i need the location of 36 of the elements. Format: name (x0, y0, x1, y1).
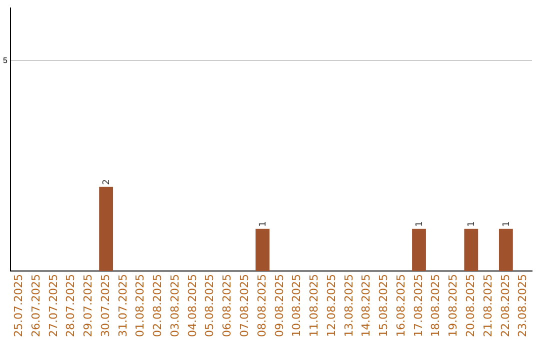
x-tick-label: 25.07.2025 (12, 274, 25, 338)
x-tick-label: 29.07.2025 (82, 274, 95, 338)
x-tick-label: 19.08.2025 (446, 274, 460, 338)
x-tick-label: 11.08.2025 (308, 274, 321, 338)
x-tick-label: 13.08.2025 (342, 274, 356, 338)
data-label: 1 (258, 221, 269, 227)
x-tick-label: 12.08.2025 (324, 274, 338, 338)
x-tick-label: 27.07.2025 (46, 274, 60, 338)
x-tick-label: 28.07.2025 (64, 274, 78, 338)
x-tick-label: 10.08.2025 (290, 274, 304, 338)
x-tick-label: 06.08.2025 (220, 274, 234, 338)
x-tick-label: 23.08.2025 (516, 274, 530, 338)
x-tick-label: 30.07.2025 (98, 274, 112, 338)
x-tick-label: 22.08.2025 (498, 274, 512, 338)
data-label: 1 (502, 221, 512, 227)
x-tick-label: 31.07.2025 (116, 274, 130, 338)
x-tick-label: 21.08.2025 (481, 274, 494, 338)
x-tick-label: 20.08.2025 (464, 274, 478, 338)
x-tick-label: 04.08.2025 (186, 274, 199, 338)
x-tick-label: 15.08.2025 (377, 274, 390, 338)
x-tick-label: 09.08.2025 (272, 274, 286, 338)
x-tick-label: 03.08.2025 (168, 274, 182, 338)
x-tick-label: 17.08.2025 (412, 274, 425, 338)
data-label: 1 (414, 221, 425, 227)
x-tick-label: 14.08.2025 (360, 274, 373, 338)
x-tick-label: 01.08.2025 (134, 274, 147, 338)
x-tick-label: 16.08.2025 (394, 274, 408, 338)
data-label: 2 (102, 179, 112, 185)
x-tick-label: 07.08.2025 (238, 274, 252, 338)
data-label: 1 (467, 221, 478, 227)
x-tick-label: 18.08.2025 (429, 274, 442, 338)
x-tick-label: 02.08.2025 (151, 274, 164, 338)
x-tick-label: 08.08.2025 (255, 274, 268, 338)
x-tick-label: 26.07.2025 (29, 274, 42, 338)
y-tick-label: 5 (2, 56, 8, 65)
x-tick-label: 05.08.2025 (203, 274, 216, 338)
